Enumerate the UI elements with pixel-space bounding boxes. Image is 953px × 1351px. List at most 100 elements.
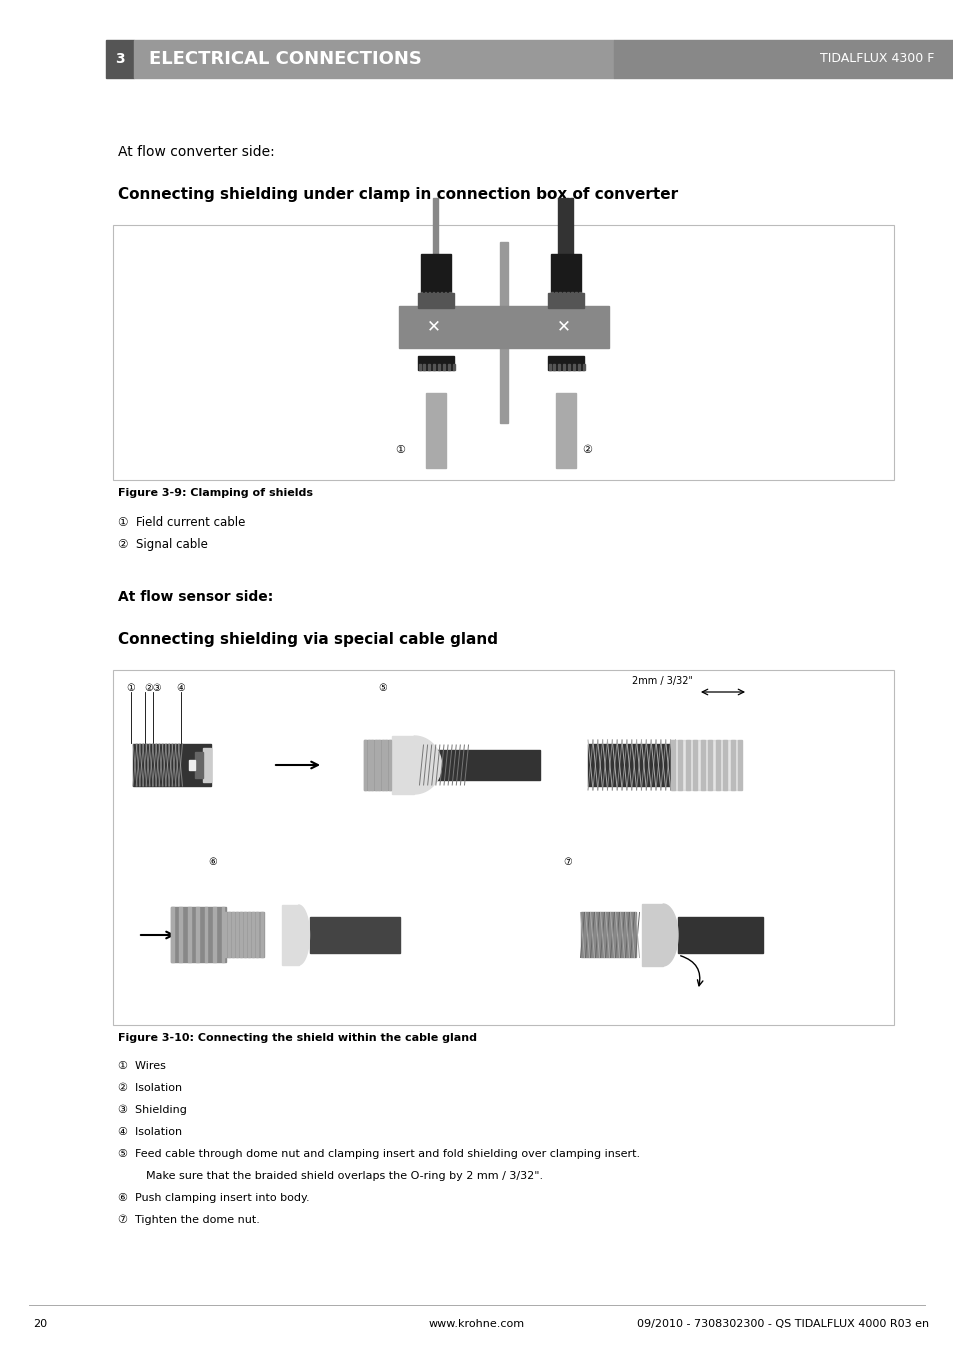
Bar	[171, 908, 173, 962]
Bar	[558, 293, 560, 299]
Bar	[420, 254, 450, 295]
Text: ②③: ②③	[144, 684, 162, 693]
Bar	[423, 365, 425, 370]
Text: ⑦: ⑦	[563, 857, 572, 867]
Bar	[381, 740, 383, 790]
Bar	[448, 293, 450, 299]
Bar	[447, 365, 449, 370]
Text: 3: 3	[115, 51, 125, 66]
Bar	[641, 904, 662, 966]
Bar	[558, 197, 560, 258]
Bar	[309, 917, 399, 952]
Bar	[425, 393, 445, 467]
Text: ②  Signal cable: ② Signal cable	[118, 538, 208, 551]
Text: Figure 3-9: Clamping of shields: Figure 3-9: Clamping of shields	[118, 488, 313, 499]
Text: ③  Shielding: ③ Shielding	[118, 1105, 187, 1116]
Bar	[221, 908, 224, 962]
Bar	[223, 912, 263, 958]
Text: ⑥: ⑥	[209, 857, 217, 867]
Bar	[670, 740, 674, 790]
Bar	[367, 740, 369, 790]
Bar	[433, 365, 435, 370]
Bar	[417, 293, 453, 308]
Bar	[685, 740, 689, 790]
Bar	[179, 908, 182, 962]
Bar	[722, 740, 726, 790]
Bar	[437, 365, 439, 370]
Bar	[194, 753, 203, 778]
Bar	[730, 740, 734, 790]
Text: ✕: ✕	[426, 317, 440, 335]
Bar	[574, 293, 576, 299]
Text: www.krohne.com: www.krohne.com	[429, 1319, 524, 1329]
Bar	[570, 293, 572, 299]
Bar	[614, 41, 953, 78]
Bar	[579, 912, 635, 958]
Bar	[548, 365, 550, 370]
Polygon shape	[298, 905, 309, 965]
Bar	[204, 908, 208, 962]
Bar	[432, 293, 434, 299]
Bar	[375, 740, 376, 790]
Bar	[418, 365, 420, 370]
Bar	[171, 908, 225, 962]
Bar	[419, 750, 539, 780]
Bar	[132, 744, 211, 786]
Bar	[223, 912, 225, 958]
Bar	[555, 393, 575, 467]
Bar	[678, 740, 681, 790]
Text: At flow converter side:: At flow converter side:	[118, 145, 274, 159]
Bar	[195, 908, 199, 962]
Text: ④: ④	[176, 684, 185, 693]
Polygon shape	[414, 736, 441, 794]
Bar	[256, 912, 258, 958]
Bar	[133, 41, 614, 78]
Bar	[715, 740, 719, 790]
Bar	[203, 748, 211, 782]
Bar	[707, 740, 711, 790]
Bar	[248, 912, 250, 958]
Text: Connecting shielding via special cable gland: Connecting shielding via special cable g…	[118, 632, 497, 647]
Bar	[188, 908, 191, 962]
Bar	[240, 912, 242, 958]
Bar	[440, 293, 442, 299]
Bar	[558, 365, 559, 370]
Text: 09/2010 - 7308302300 - QS TIDALFLUX 4000 R03 en: 09/2010 - 7308302300 - QS TIDALFLUX 4000…	[637, 1319, 928, 1329]
Text: ⑦  Tighten the dome nut.: ⑦ Tighten the dome nut.	[118, 1215, 259, 1225]
Text: ②  Isolation: ② Isolation	[118, 1084, 182, 1093]
Bar	[554, 293, 556, 299]
Bar	[670, 740, 738, 790]
Bar	[572, 365, 575, 370]
Text: Figure 3-10: Connecting the shield within the cable gland: Figure 3-10: Connecting the shield withi…	[118, 1034, 476, 1043]
Bar	[235, 912, 237, 958]
Bar	[587, 744, 670, 786]
Text: ④  Isolation: ④ Isolation	[118, 1127, 182, 1138]
Bar	[228, 912, 230, 958]
Bar	[566, 293, 568, 299]
Bar	[565, 197, 568, 258]
Bar	[452, 365, 454, 370]
Bar	[371, 740, 373, 790]
Text: ⑥  Push clamping insert into body.: ⑥ Push clamping insert into body.	[118, 1193, 310, 1202]
Text: ⑤: ⑤	[378, 684, 387, 693]
Bar	[378, 740, 380, 790]
Text: ⑤  Feed cable through dome nut and clamping insert and fold shielding over clamp: ⑤ Feed cable through dome nut and clampi…	[118, 1148, 639, 1159]
Text: ①: ①	[395, 444, 405, 455]
Bar	[112, 670, 893, 1025]
Bar	[444, 293, 446, 299]
Bar	[392, 736, 414, 794]
Bar	[364, 740, 392, 790]
Text: ①  Wires: ① Wires	[118, 1061, 166, 1071]
Bar	[547, 293, 583, 308]
Bar	[213, 908, 215, 962]
Bar	[252, 912, 254, 958]
Bar	[562, 293, 564, 299]
Bar	[189, 761, 194, 770]
Bar	[578, 293, 579, 299]
Text: At flow sensor side:: At flow sensor side:	[118, 590, 273, 604]
Bar	[420, 293, 422, 299]
Bar	[561, 197, 564, 258]
Bar	[562, 365, 564, 370]
Bar	[442, 365, 444, 370]
Bar	[582, 365, 584, 370]
